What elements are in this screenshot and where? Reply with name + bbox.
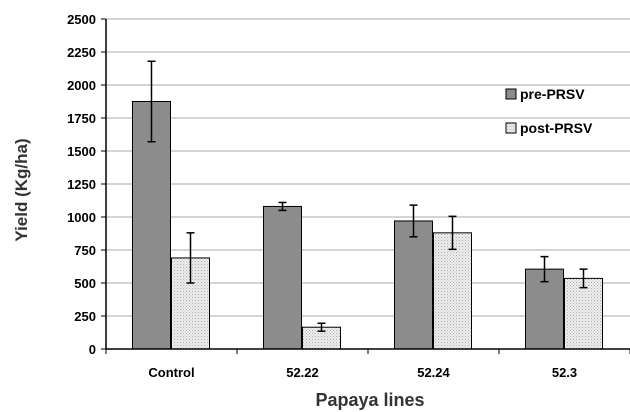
legend-label-pre-prsv: pre-PRSV	[520, 86, 585, 102]
y-tick-label: 750	[74, 243, 96, 258]
bar-pre-prsv-52.24	[394, 220, 433, 350]
legend-label-post-prsv: post-PRSV	[520, 120, 593, 136]
legend: pre-PRSV post-PRSV	[505, 86, 593, 136]
bars	[132, 60, 603, 350]
legend-swatch-pre-prsv	[505, 88, 517, 100]
x-tick-label: Control	[148, 365, 194, 380]
y-tick-label: 1750	[67, 111, 96, 126]
bar-pre-prsv-52.3	[525, 268, 564, 350]
y-tick-label: 2000	[67, 78, 96, 93]
legend-swatch-post-prsv	[505, 122, 517, 134]
y-tick-label: 1500	[67, 144, 96, 159]
bar-post-prsv-52.3	[564, 277, 603, 350]
tick-labels: 0 250 500 750 1000 1250 1500 1750 2000 2250 2500 Co…	[67, 12, 577, 380]
y-tick-label: 250	[74, 309, 96, 324]
bar-post-prsv-52.24	[433, 232, 472, 350]
x-tick-label: 52.3	[552, 365, 577, 380]
y-axis-title: Yield (Kg/ha)	[12, 138, 31, 241]
x-tick-label: 52.24	[417, 365, 450, 380]
y-tick-label: 2500	[67, 12, 96, 27]
axes	[101, 18, 630, 354]
y-tick-label: 500	[74, 276, 96, 291]
x-axis-title: Papaya lines	[315, 390, 424, 410]
y-tick-label: 1000	[67, 210, 96, 225]
bar-pre-prsv-52.22	[263, 205, 302, 350]
x-tick-label: 52.22	[286, 365, 319, 380]
y-tick-label: 1250	[67, 177, 96, 192]
y-tick-label: 2250	[67, 45, 96, 60]
y-tick-label: 0	[89, 342, 96, 357]
